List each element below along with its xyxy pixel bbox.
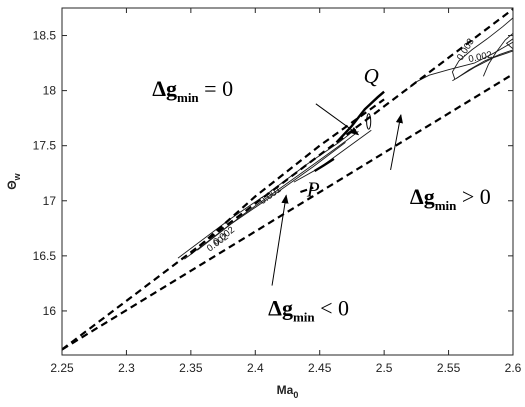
annotation-subscript: min bbox=[293, 309, 315, 324]
transition-layer bbox=[313, 90, 385, 173]
contour-line bbox=[451, 17, 513, 80]
x-axis-title-main: Ma bbox=[277, 383, 294, 397]
x-tick-label: 2.25 bbox=[50, 361, 74, 375]
annotation-label: Δgmin > 0 bbox=[410, 184, 491, 213]
annotation-arrow bbox=[390, 113, 403, 171]
x-axis-title-subscript: 0 bbox=[293, 390, 298, 400]
y-tick-label: 17 bbox=[43, 194, 57, 208]
plot-area-frame bbox=[61, 7, 514, 356]
y-tick-label: 17.5 bbox=[33, 139, 57, 153]
boundary-dashed-line bbox=[62, 73, 513, 351]
y-axis-title-subscript: w bbox=[12, 172, 22, 181]
annotation-relation: < 0 bbox=[315, 295, 349, 320]
contour-ellipse bbox=[366, 113, 372, 130]
contour-line bbox=[409, 41, 513, 88]
contour-line bbox=[456, 49, 513, 79]
annotation-subscript: min bbox=[177, 90, 199, 105]
annotation-main: Δg bbox=[152, 76, 177, 101]
contour-line bbox=[505, 38, 513, 50]
annotation-arrow bbox=[271, 194, 289, 286]
transition-curve bbox=[335, 90, 385, 144]
x-tick-label: 2.3 bbox=[118, 361, 135, 375]
y-tick-label: 16 bbox=[43, 304, 57, 318]
annotation-main: Δg bbox=[410, 184, 435, 209]
y-axis-title-main: Θ bbox=[5, 180, 19, 189]
transition-curve bbox=[313, 157, 335, 173]
boundaries-layer bbox=[62, 8, 513, 351]
y-tick-label: 18.5 bbox=[33, 29, 57, 43]
contour-label: 0.002 bbox=[467, 49, 493, 65]
boundary-dashed-line bbox=[190, 98, 385, 255]
x-tick-label: 2.4 bbox=[247, 361, 264, 375]
contour-line bbox=[184, 142, 346, 260]
annotation-label: Δgmin < 0 bbox=[268, 295, 349, 324]
ticks-layer: 2.25 2.3 2.35 2.4 2.45 2.5 2.55 2.6 16 16.5 17 17.5… bbox=[33, 8, 522, 375]
annotation-relation: > 0 bbox=[456, 184, 490, 209]
point-label-q: Q bbox=[364, 64, 379, 88]
y-axis-title: Θw bbox=[5, 172, 22, 189]
annotation-arrow bbox=[315, 103, 360, 136]
y-tick-label: 16.5 bbox=[33, 249, 57, 263]
point-label-p: P bbox=[306, 177, 320, 201]
x-tick-label: 2.5 bbox=[376, 361, 393, 375]
annotation-relation: = 0 bbox=[199, 76, 233, 101]
boundary-dashed-line bbox=[62, 8, 513, 351]
annotation-label: Δgmin = 0 bbox=[152, 76, 233, 105]
x-tick-label: 2.35 bbox=[179, 361, 203, 375]
x-tick-label: 2.55 bbox=[437, 361, 461, 375]
annotation-main: Δg bbox=[268, 295, 293, 320]
y-tick-label: 18 bbox=[43, 84, 57, 98]
contour-line bbox=[482, 32, 513, 77]
x-axis-title: Ma0 bbox=[277, 383, 299, 400]
x-tick-label: 2.45 bbox=[308, 361, 332, 375]
point-labels-layer: QP bbox=[306, 64, 379, 201]
x-tick-label: 2.6 bbox=[505, 361, 522, 375]
boundary-dashed-line bbox=[300, 186, 314, 194]
ellipse-layer bbox=[366, 113, 372, 130]
annotation-subscript: min bbox=[435, 198, 457, 213]
